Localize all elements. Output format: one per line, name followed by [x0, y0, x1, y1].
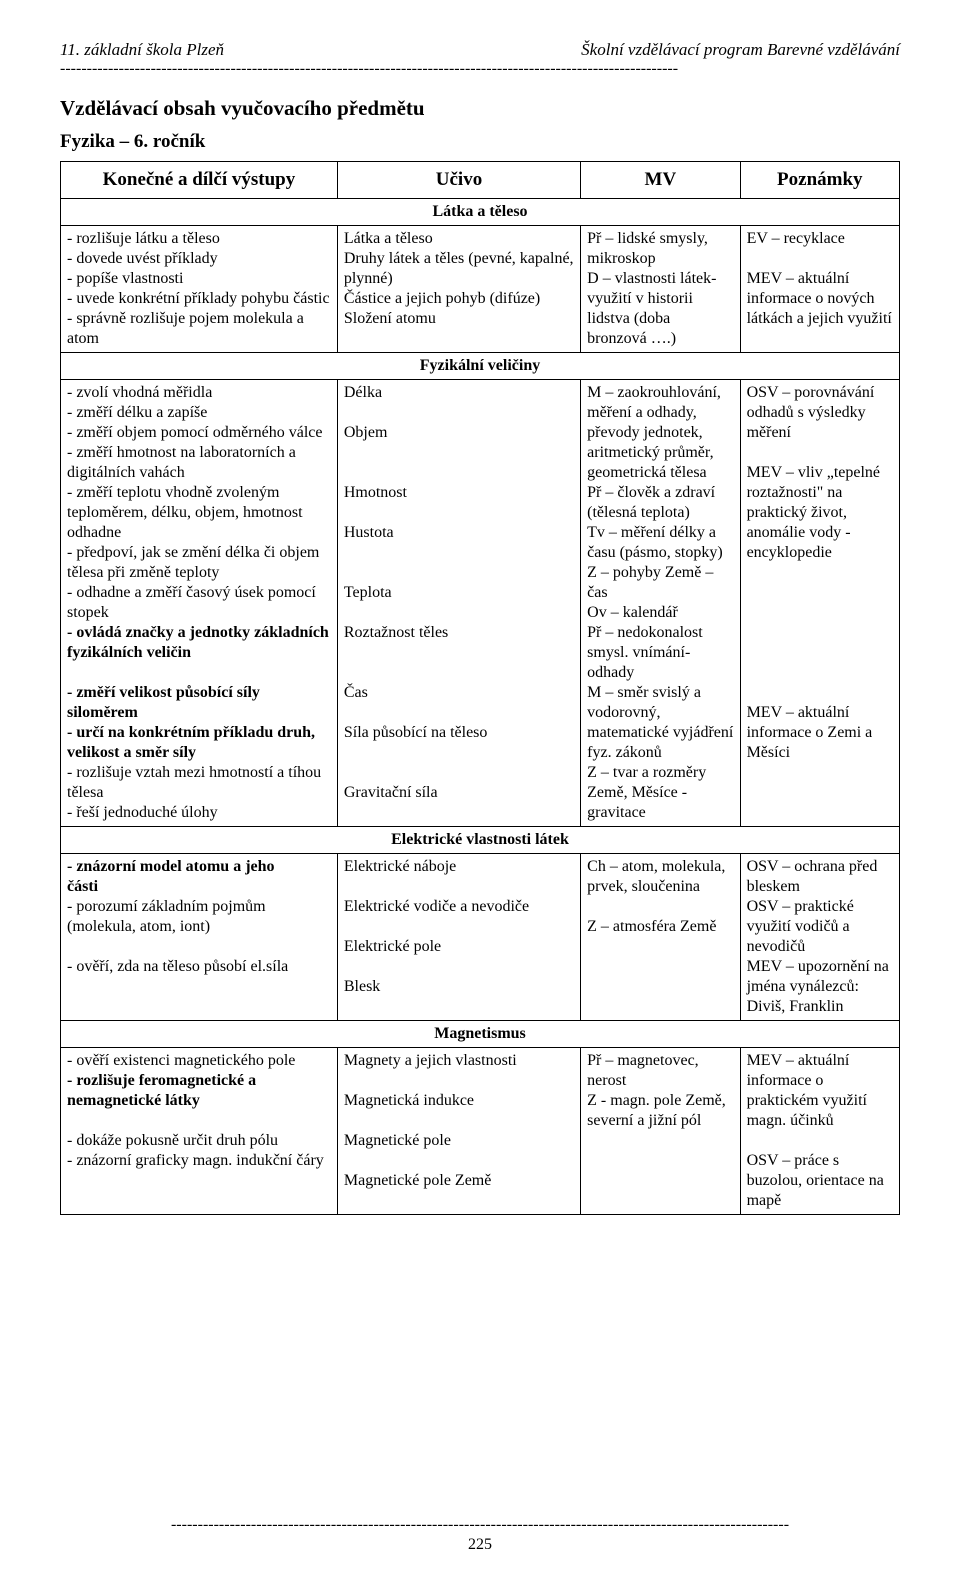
page-number: 225	[60, 1536, 900, 1554]
table-cell: - zvolí vhodná měřidla- změří délku a za…	[61, 379, 338, 826]
col-header-notes: Poznámky	[740, 162, 899, 199]
header-row: 11. základní škola Plzeň Školní vzděláva…	[60, 40, 900, 60]
table-row: - ověří existenci magnetického pole- roz…	[61, 1047, 900, 1214]
table-row: - zvolí vhodná měřidla- změří délku a za…	[61, 379, 900, 826]
table-cell: - znázorní model atomu a jeho části- por…	[61, 853, 338, 1020]
table-cell: EV – recyklaceMEV – aktuální informace o…	[740, 225, 899, 352]
table-row: - znázorní model atomu a jeho části- por…	[61, 853, 900, 1020]
footer-dashes: ----------------------------------------…	[60, 1516, 900, 1534]
table-cell: Př – lidské smysly, mikroskopD – vlastno…	[581, 225, 740, 352]
table-cell: Magnety a jejich vlastnostiMagnetická in…	[337, 1047, 580, 1214]
section-heading: Fyzikální veličiny	[61, 352, 900, 379]
section-heading-row: Látka a těleso	[61, 198, 900, 225]
page: 11. základní škola Plzeň Školní vzděláva…	[0, 0, 960, 1584]
subject-title: Fyzika – 6. ročník	[60, 131, 900, 153]
section-heading-row: Fyzikální veličiny	[61, 352, 900, 379]
col-header-content: Učivo	[337, 162, 580, 199]
section-heading-row: Magnetismus	[61, 1020, 900, 1047]
header-dashes: ----------------------------------------…	[60, 60, 900, 78]
section-heading-row: Elektrické vlastnosti látek	[61, 826, 900, 853]
table-cell: - ověří existenci magnetického pole- roz…	[61, 1047, 338, 1214]
table-header-row: Konečné a dílčí výstupy Učivo MV Poznámk…	[61, 162, 900, 199]
table-row: - rozlišuje látku a těleso- dovede uvést…	[61, 225, 900, 352]
table-cell: Látka a tělesoDruhy látek a těles (pevné…	[337, 225, 580, 352]
table-cell: OSV – ochrana před bleskemOSV – praktick…	[740, 853, 899, 1020]
col-header-outcomes: Konečné a dílčí výstupy	[61, 162, 338, 199]
section-heading: Elektrické vlastnosti látek	[61, 826, 900, 853]
section-heading: Látka a těleso	[61, 198, 900, 225]
header-right: Školní vzdělávací program Barevné vzdělá…	[581, 40, 900, 60]
table-cell: M – zaokrouhlování, měření a odhady, pře…	[581, 379, 740, 826]
header-left: 11. základní škola Plzeň	[60, 40, 224, 60]
curriculum-table: Konečné a dílčí výstupy Učivo MV Poznámk…	[60, 161, 900, 1215]
col-header-mv: MV	[581, 162, 740, 199]
table-cell: OSV – porovnávání odhadů s výsledky měře…	[740, 379, 899, 826]
table-cell: DélkaObjemHmotnostHustotaTeplotaRoztažno…	[337, 379, 580, 826]
table-cell: MEV – aktuální informace o praktickém vy…	[740, 1047, 899, 1214]
table-cell: - rozlišuje látku a těleso- dovede uvést…	[61, 225, 338, 352]
page-title: Vzdělávací obsah vyučovacího předmětu	[60, 96, 900, 121]
table-cell: Ch – atom, molekula, prvek, sloučeninaZ …	[581, 853, 740, 1020]
table-cell: Př – magnetovec, nerostZ - magn. pole Ze…	[581, 1047, 740, 1214]
footer: ----------------------------------------…	[60, 1516, 900, 1554]
section-heading: Magnetismus	[61, 1020, 900, 1047]
table-cell: Elektrické nábojeElektrické vodiče a nev…	[337, 853, 580, 1020]
